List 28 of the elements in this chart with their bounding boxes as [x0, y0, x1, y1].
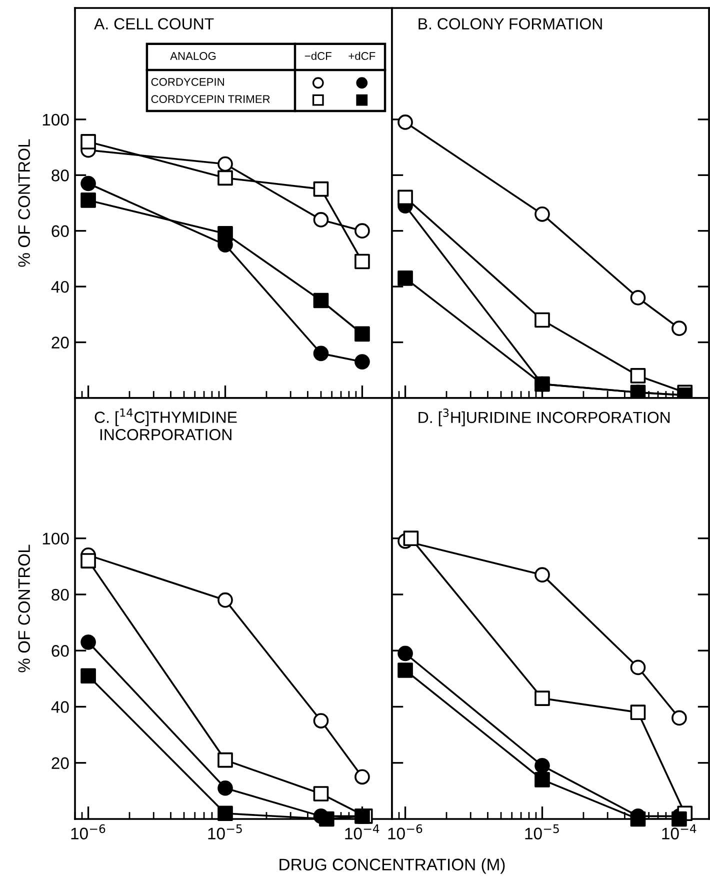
text: D. [$^{3}$H]URIDINE INCORPORATION [418, 408, 670, 426]
y-axis-title: % OF CONTROL [18, 139, 30, 267]
y-tick-label: 40 [51, 701, 69, 713]
y-tick-label: 60 [52, 645, 69, 657]
annotation: −dCF [304, 52, 332, 60]
annotation: +dCF [348, 52, 376, 60]
chart-title: A. CELL COUNT [94, 18, 214, 30]
x-tick-label: 10$^{−5}$ [208, 824, 242, 840]
y-tick-label: 20 [52, 336, 69, 348]
x-tick-label: 10$^{−6}$ [71, 824, 106, 840]
x-tick-label: 10$^{−4}$ [345, 824, 380, 840]
y-tick-label: 20 [52, 757, 69, 770]
y-tick-label: 100 [42, 114, 69, 126]
x-axis-title: DRUG CONCENTRATION (M) [280, 858, 505, 874]
y-tick-label: 100 [42, 532, 69, 545]
annotation: CORDYCEPIN TRIMER [151, 95, 270, 104]
y-tick-label: 60 [52, 225, 69, 238]
y-tick-label: 40 [51, 280, 69, 293]
x-tick-label: 10$^{−6}$ [388, 824, 422, 840]
x-tick-label: 10$^{−4}$ [662, 824, 696, 840]
annotation: CORDYCEPIN [151, 78, 224, 86]
y-axis-title: % OF CONTROL [18, 544, 30, 672]
y-tick-label: 80 [52, 588, 69, 601]
x-tick-label: 10$^{−5}$ [525, 824, 559, 840]
text: C. [$^{14}$C]THYMIDINE INCORPORATION [94, 408, 237, 440]
annotation: ANALOG [170, 52, 216, 60]
chart-title: B. COLONY FORMATION [418, 18, 602, 30]
y-tick-label: 80 [52, 170, 69, 182]
